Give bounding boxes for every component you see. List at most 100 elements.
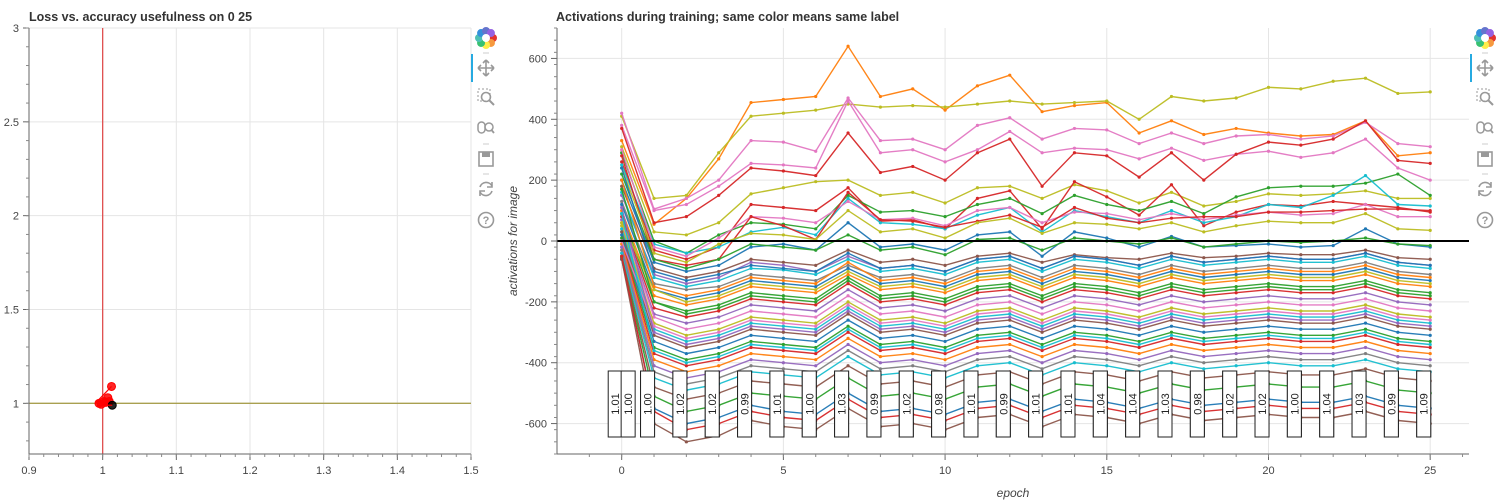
series-point [879, 349, 882, 352]
series-point [1105, 236, 1108, 239]
series-point [1202, 204, 1205, 207]
series-point [1105, 273, 1108, 276]
series-point [782, 169, 785, 172]
save-tool-button[interactable] [1478, 144, 1492, 166]
value-box: 1.09 [1417, 371, 1431, 437]
series-point [685, 294, 688, 297]
series-point [1396, 312, 1399, 315]
series-point [1041, 255, 1044, 258]
series-point [1138, 276, 1141, 279]
series-point [1041, 331, 1044, 334]
series-point [1429, 364, 1432, 367]
series-point [911, 334, 914, 337]
bokeh-logo-tool-button[interactable] [1474, 27, 1496, 49]
series-point [620, 245, 623, 248]
pan-tool-button[interactable] [1477, 53, 1493, 76]
series-point [1041, 102, 1044, 105]
series-point [1202, 224, 1205, 227]
series-point [1267, 309, 1270, 312]
series-point [749, 328, 752, 331]
series-point [1299, 328, 1302, 331]
series-point [1235, 319, 1238, 322]
series-point [717, 355, 720, 358]
series-point [879, 210, 882, 213]
series-point [1105, 352, 1108, 355]
series-point [1008, 130, 1011, 133]
series-point [976, 276, 979, 279]
value-box-label: 0.99 [740, 393, 752, 414]
series-point [1332, 200, 1335, 203]
series-point [1008, 306, 1011, 309]
value-box: 0.99 [996, 371, 1010, 437]
reset-tool-button[interactable] [480, 174, 492, 196]
series-point [846, 131, 849, 134]
series-point [943, 331, 946, 334]
series-point [749, 101, 752, 104]
series-point [1235, 200, 1238, 203]
series-point [685, 440, 688, 443]
series-point [1170, 312, 1173, 315]
reset-tool-button[interactable] [1479, 174, 1491, 196]
series-point [1041, 328, 1044, 331]
series-point [1170, 264, 1173, 267]
box-zoom-tool-button[interactable] [478, 89, 494, 105]
series-point [1396, 279, 1399, 282]
series-point [1073, 127, 1076, 130]
series-point [1202, 159, 1205, 162]
series-point [1073, 334, 1076, 337]
series-point [1299, 319, 1302, 322]
series-point [1364, 119, 1367, 122]
series-point [1073, 361, 1076, 364]
series-point [1202, 264, 1205, 267]
series-point [1299, 297, 1302, 300]
series-point [879, 139, 882, 142]
series-point [685, 197, 688, 200]
series-point [879, 245, 882, 248]
series-point [943, 201, 946, 204]
series-point [1235, 215, 1238, 218]
value-box: 1.01 [1061, 371, 1075, 437]
series-point [976, 258, 979, 261]
series-point [1073, 300, 1076, 303]
series-point [1202, 256, 1205, 259]
y-tick-label: -400 [525, 358, 547, 370]
series-point [620, 233, 623, 236]
box-zoom-icon [478, 89, 494, 105]
series-point [911, 87, 914, 90]
box-zoom-tool-button[interactable] [1477, 89, 1493, 105]
series-point [1138, 142, 1141, 145]
series-point [1364, 255, 1367, 258]
bokeh-logo-icon [475, 27, 497, 49]
x-tick-label: 1.1 [169, 465, 184, 477]
series-point [782, 297, 785, 300]
series-point [1008, 267, 1011, 270]
series-point [717, 364, 720, 367]
help-tool-button[interactable]: ? [1478, 213, 1493, 228]
wheel-zoom-tool-button[interactable] [1477, 122, 1493, 133]
series-point [1332, 319, 1335, 322]
series-point [911, 315, 914, 318]
series-point [1267, 361, 1270, 364]
series-point [782, 288, 785, 291]
reset-icon [1479, 182, 1491, 196]
series-point [782, 328, 785, 331]
save-tool-button[interactable] [479, 144, 493, 166]
series-point [749, 192, 752, 195]
series-point [685, 215, 688, 218]
help-tool-button[interactable]: ? [479, 213, 494, 228]
series-point [943, 279, 946, 282]
series-line [622, 46, 1430, 224]
bokeh-logo-tool-button[interactable] [475, 27, 497, 49]
series-point [1429, 215, 1432, 218]
pan-tool-button[interactable] [478, 53, 494, 76]
series-point [1041, 343, 1044, 346]
series-point [976, 233, 979, 236]
series-point [1105, 309, 1108, 312]
series-point [943, 358, 946, 361]
series-point [1235, 127, 1238, 130]
series-point [620, 221, 623, 224]
series-point [1170, 273, 1173, 276]
x-tick-label: 1 [100, 465, 106, 477]
series-point [943, 297, 946, 300]
wheel-zoom-tool-button[interactable] [478, 122, 494, 133]
